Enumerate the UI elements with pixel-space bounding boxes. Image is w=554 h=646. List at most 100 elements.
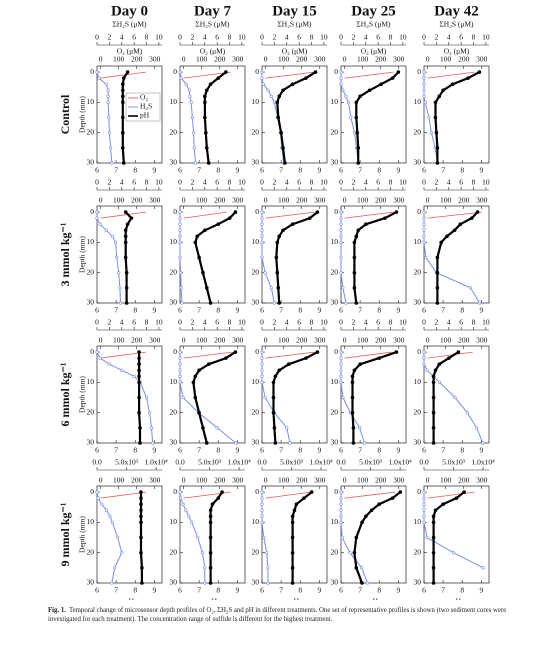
h2s-point (422, 502, 426, 506)
ph-tick-label: 9 (152, 586, 156, 595)
h2s-point (120, 368, 124, 372)
o2-tick-label: 300 (393, 336, 405, 345)
h2s-point (188, 94, 192, 98)
h2s-tick-label: 2 (435, 178, 439, 187)
h2s-point (110, 234, 115, 238)
o2-tick-label: 0 (182, 196, 186, 205)
h2s-tick-label: 6 (215, 33, 219, 42)
ph-point (139, 535, 143, 540)
ph-point (123, 240, 128, 245)
h2s-tick-label: 0 (95, 318, 99, 327)
ph-point (277, 301, 282, 305)
h2s-profile (261, 212, 275, 304)
ph-point (138, 441, 142, 445)
h2s-tick-label: 4 (364, 318, 368, 327)
depth-tick-label: 20 (87, 267, 95, 276)
h2s-point (339, 496, 343, 500)
o2-profile (265, 71, 315, 79)
ph-profile (121, 71, 129, 164)
o2-tick-label: 200 (131, 196, 143, 205)
h2s-tick-label: 8 (389, 33, 393, 42)
ph-profile (275, 211, 319, 304)
ph-point (437, 362, 442, 366)
h2s-point (109, 146, 113, 150)
h2s-point (339, 240, 343, 244)
h2s-tick-label: 0 (422, 33, 426, 42)
h2s-tick-label: 0.0 (257, 458, 267, 467)
ph-profile (436, 211, 479, 303)
ph-point (208, 514, 213, 519)
h2s-point (422, 508, 426, 512)
h2s-point (260, 76, 264, 80)
h2s-point (260, 234, 264, 238)
depth-tick-label: 20 (170, 547, 178, 556)
h2s-point (178, 362, 182, 366)
ph-point (224, 70, 228, 74)
h2s-point (422, 222, 426, 226)
ph-point (431, 566, 436, 570)
h2s-point (178, 368, 182, 372)
ph-point (140, 581, 144, 585)
h2s-point (341, 395, 345, 400)
ph-tick-label: 8 (377, 166, 381, 175)
o2-tick-label: 0 (99, 336, 103, 345)
o2-axis-label: O₂ (μM) (361, 47, 387, 56)
h2s-point (422, 70, 426, 74)
h2s-point (110, 581, 114, 585)
h2s-point (187, 88, 191, 92)
ph-tick-label: 6 (178, 166, 182, 175)
ph-tick-label: 7 (114, 446, 118, 455)
ph-point (431, 520, 436, 525)
h2s-axis-label: ΣH₂S (μM) (112, 20, 147, 29)
h2s-point (362, 441, 367, 445)
ph-point (233, 210, 238, 214)
h2s-point (339, 508, 343, 512)
plot-frame (96, 485, 163, 584)
h2s-point (116, 535, 120, 540)
depth-tick-label: 30 (252, 298, 260, 307)
o2-profile (183, 71, 231, 79)
ph-tick-label: 9 (317, 166, 321, 175)
ph-point (354, 566, 359, 570)
ph-point (208, 550, 213, 555)
h2s-tick-label: 6 (215, 178, 219, 187)
h2s-point (425, 368, 429, 372)
h2s-point (357, 426, 362, 430)
ph-point (477, 70, 482, 74)
ph-point (462, 490, 466, 494)
o2-tick-label: 200 (131, 55, 143, 64)
h2s-point (263, 395, 267, 400)
h2s-point (95, 216, 99, 220)
ph-point (277, 94, 282, 99)
h2s-tick-label: 2 (435, 318, 439, 327)
ph-point (204, 146, 209, 150)
ph-point (208, 581, 213, 585)
depth-tick-label: 0 (173, 67, 177, 76)
h2s-point (184, 82, 188, 86)
h2s-point (348, 551, 352, 555)
depth-tick-label: 10 (414, 377, 422, 386)
depth-tick-label: 20 (331, 547, 339, 556)
depth-tick-label: 10 (87, 377, 95, 386)
h2s-point (104, 228, 108, 232)
h2s-profile (340, 352, 365, 444)
ph-point (201, 270, 205, 275)
depth-tick-label: 20 (170, 127, 178, 136)
depth-tick-label: 10 (170, 237, 178, 246)
ph-tick-label: 9 (152, 446, 156, 455)
h2s-tick-label: 10 (482, 178, 490, 187)
o2-tick-label: 300 (476, 336, 488, 345)
ph-point (431, 426, 436, 430)
ph-point (439, 240, 444, 245)
h2s-point (178, 228, 182, 232)
h2s-point (178, 240, 182, 244)
ph-point (394, 350, 399, 354)
o2-tick-label: 200 (214, 336, 226, 345)
ph-point (121, 130, 125, 135)
ph-point (191, 380, 196, 385)
h2s-tick-label: 0 (260, 318, 264, 327)
h2s-point (422, 520, 426, 524)
ph-tick-label: 9 (479, 306, 483, 315)
h2s-tick-label: 4 (120, 33, 124, 42)
h2s-point (266, 566, 270, 570)
